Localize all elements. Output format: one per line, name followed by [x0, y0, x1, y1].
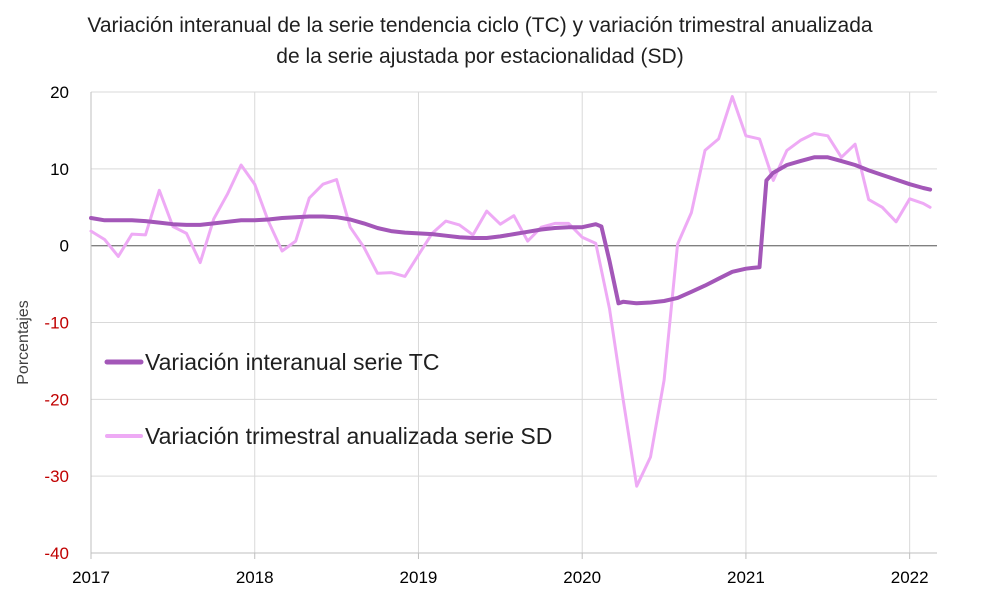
legend-item-tc: Variación interanual serie TC — [104, 349, 439, 375]
legend: Variación interanual serie TC Variación t… — [104, 349, 552, 449]
y-tick-label: -10 — [44, 314, 69, 333]
y-axis-label: Porcentajes — [15, 300, 32, 385]
series-line-tc — [89, 155, 933, 306]
y-tick-label: -20 — [44, 390, 69, 409]
y-tick-label: -40 — [44, 544, 69, 563]
x-tick-label: 2018 — [236, 568, 274, 587]
chart-title-line-1: Variación interanual de la serie tendenc… — [87, 14, 873, 37]
legend-label: Variación interanual serie TC — [145, 349, 439, 375]
legend-item-sd: Variación trimestral anualizada serie SD — [105, 423, 552, 449]
y-tick-label: -30 — [44, 467, 69, 486]
y-tick-label: 10 — [50, 160, 69, 179]
x-tick-label: 2021 — [727, 568, 765, 587]
x-tick-label: 2022 — [891, 568, 929, 587]
x-tick-label: 2017 — [72, 568, 110, 587]
chart-title-line-2: de la serie ajustada por estacionalidad … — [276, 45, 684, 68]
chart-title: Variación interanual de la serie tendenc… — [0, 10, 960, 72]
x-tick-label: 2019 — [400, 568, 438, 587]
series-line-sd — [89, 95, 932, 488]
y-tick-label: 20 — [50, 83, 69, 102]
series-lines — [89, 95, 933, 488]
x-tick-label: 2020 — [563, 568, 601, 587]
legend-label: Variación trimestral anualizada serie SD — [145, 423, 552, 449]
y-tick-label: 0 — [60, 237, 69, 256]
gridlines — [90, 91, 937, 554]
